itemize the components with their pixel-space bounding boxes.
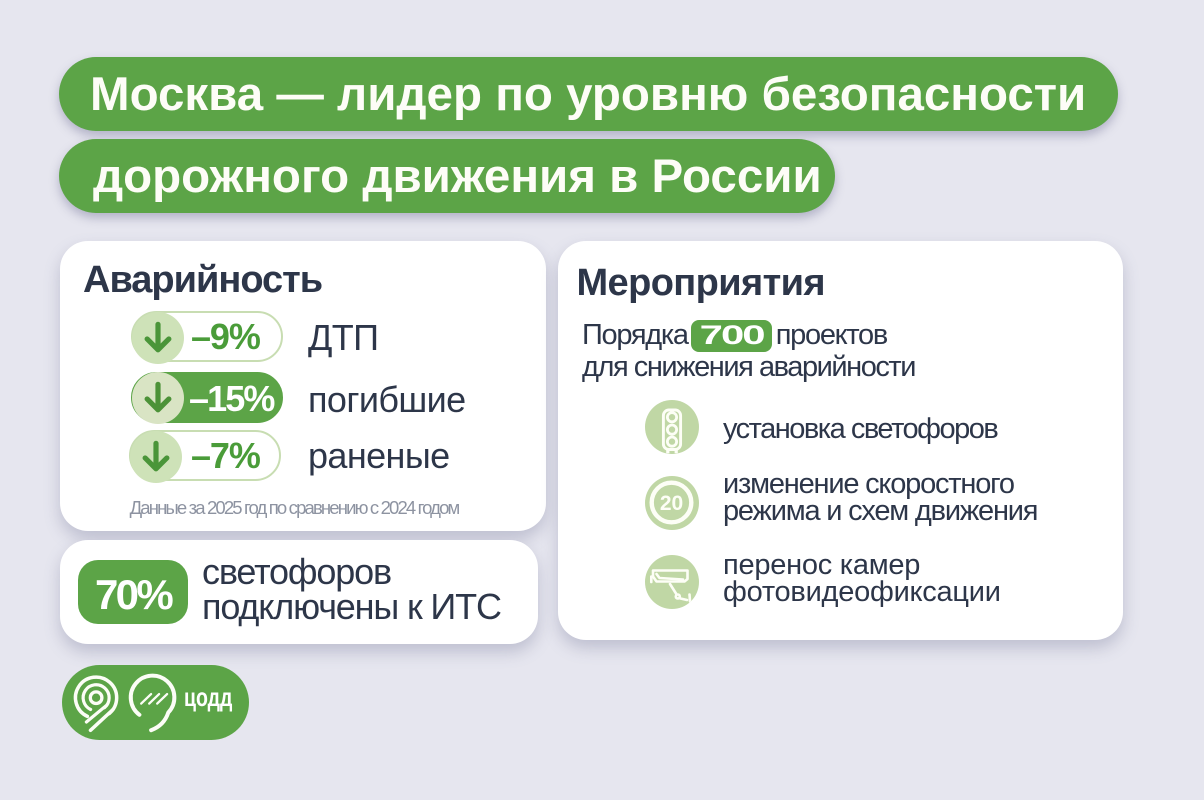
svg-text:20: 20: [660, 492, 683, 515]
